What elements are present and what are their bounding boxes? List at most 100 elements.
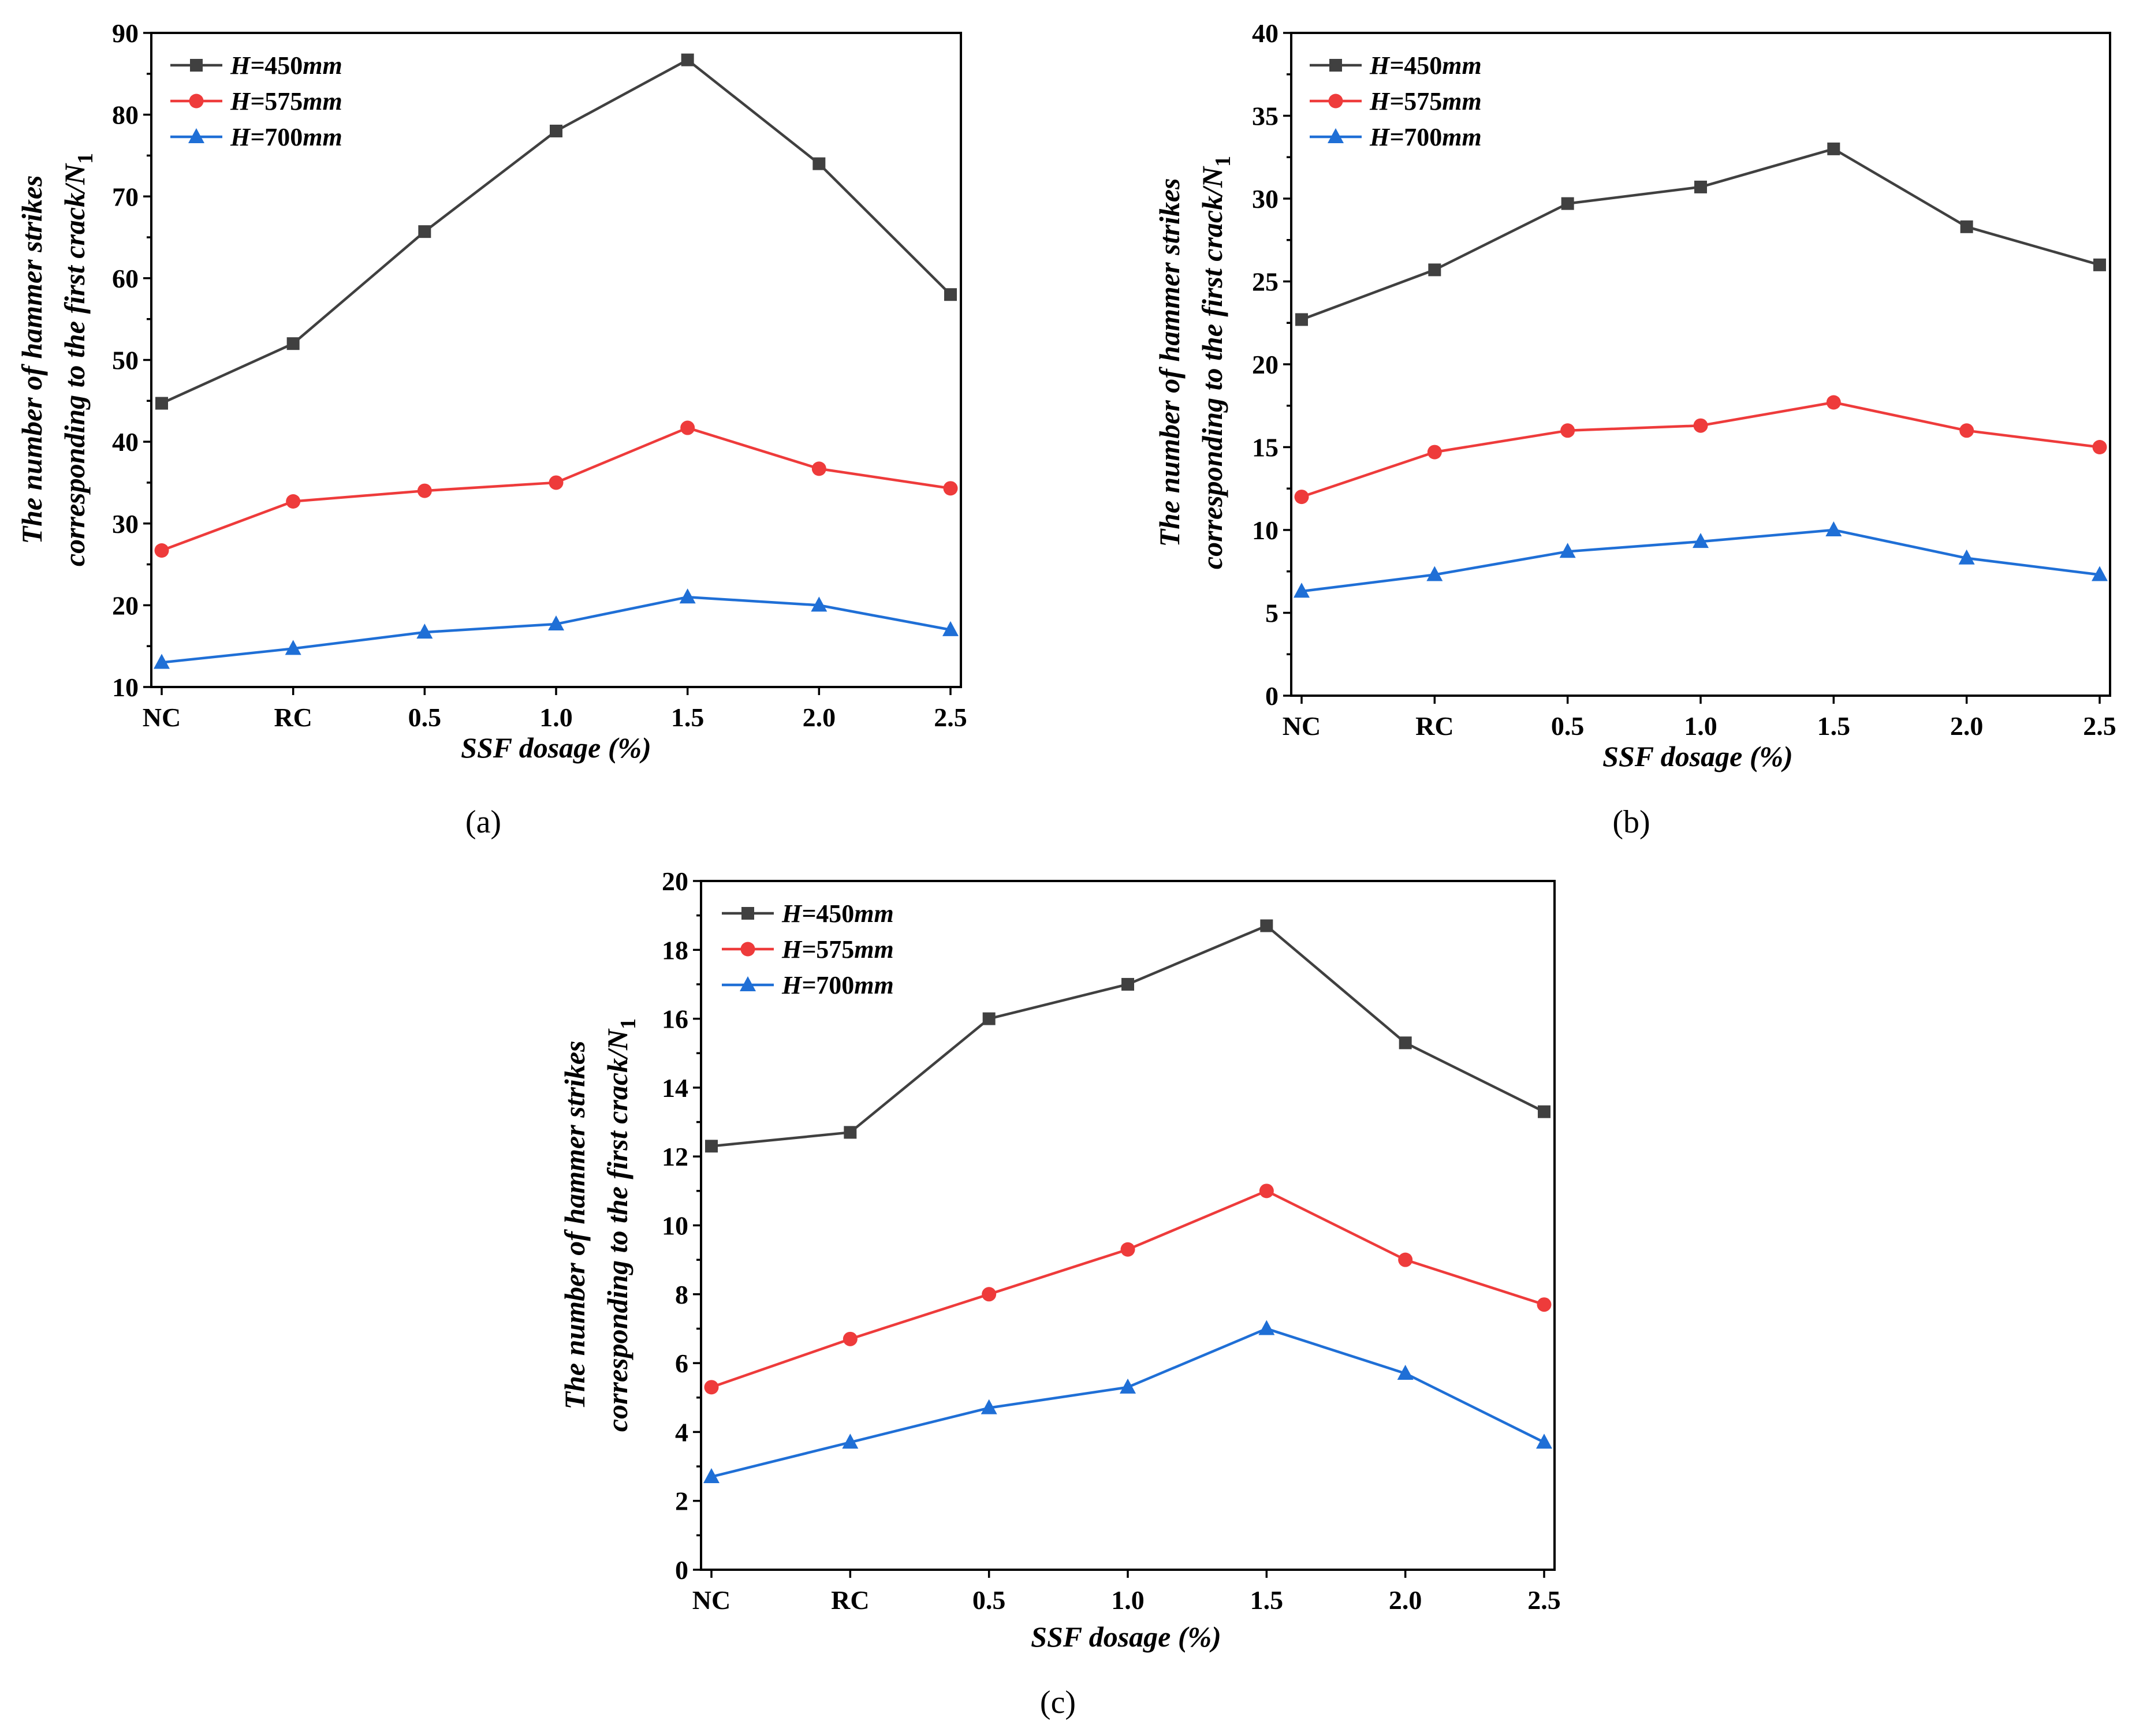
- legend-label: H=700mm: [230, 123, 342, 151]
- x-tick-label: NC: [692, 1585, 730, 1615]
- data-point-h-450mm: [705, 1140, 718, 1153]
- y-tick-label: 12: [662, 1142, 688, 1171]
- x-tick-label: 1.0: [1684, 711, 1717, 741]
- y-axis-title-line1: The number of hammer strikes: [1153, 178, 1186, 547]
- data-point-h-700mm: [1693, 533, 1709, 548]
- legend: H=450mm H=575mm H=700mm: [170, 51, 342, 151]
- data-point-h-575mm: [811, 461, 826, 476]
- chart-panel-c: 0 2 4 6 8 10 12 14 16 18 20 NC RC 0.5 1.0 1.5 2.0 2.5 H=…: [558, 867, 1561, 1720]
- data-point-h-450mm: [812, 157, 826, 170]
- y-tick-label: 20: [112, 591, 139, 620]
- data-point-h-700mm: [154, 654, 170, 669]
- y-axis-title: The number of hammer strikes correspondi…: [558, 1018, 640, 1432]
- y-axis-title-line1: The number of hammer strikes: [558, 1041, 591, 1410]
- data-point-h-700mm: [942, 621, 959, 636]
- y-axis-ticks: 0 5 10 15 20 25 30 35 40: [1252, 18, 1291, 711]
- data-point-h-700mm: [1958, 549, 1975, 565]
- y-tick-label: 8: [675, 1280, 688, 1309]
- data-point-h-575mm: [704, 1380, 719, 1395]
- y-tick-label: 2: [675, 1487, 688, 1516]
- legend-label: H=450mm: [1369, 51, 1482, 80]
- x-tick-label: 2.5: [934, 703, 967, 732]
- y-tick-label: 50: [112, 346, 139, 375]
- x-tick-label: 2.0: [1950, 711, 1984, 741]
- data-point-h-575mm: [1959, 423, 1974, 438]
- y-tick-label: 40: [1252, 18, 1279, 48]
- y-tick-label: 90: [112, 18, 139, 48]
- y-axis-title: The number of hammer strikes correspondi…: [16, 153, 98, 566]
- data-point-h-700mm: [811, 596, 828, 612]
- y-tick-label: 20: [662, 867, 688, 896]
- data-point-h-450mm: [1694, 180, 1707, 193]
- series-line-h-575mm: [1301, 401, 2100, 498]
- y-tick-label: 80: [112, 100, 139, 130]
- legend-item-h-700mm: H=700mm: [1310, 123, 1482, 151]
- legend-label: H=575mm: [1369, 87, 1482, 115]
- chart-panel-b: 0 5 10 15 20 25 30 35 40 NC RC 0.5 1.0 1.5 2.0 2.5 H=4…: [1153, 18, 2116, 840]
- legend-item-h-700mm: H=700mm: [170, 123, 342, 151]
- x-tick-label: 1.5: [1250, 1585, 1284, 1615]
- x-tick-label: 0.5: [408, 703, 442, 732]
- data-point-h-450mm: [155, 397, 168, 410]
- legend-label: H=575mm: [230, 87, 342, 115]
- legend: H=450mm H=575mm H=700mm: [1310, 51, 1482, 151]
- data-point-h-700mm: [1536, 1433, 1552, 1449]
- x-axis-title: SSF dosage (%): [1602, 740, 1793, 772]
- legend-item-h-700mm: H=700mm: [722, 971, 894, 999]
- data-point-h-575mm: [549, 475, 564, 490]
- y-tick-label: 30: [112, 509, 139, 539]
- x-tick-label: NC: [1283, 711, 1321, 741]
- x-axis-title: SSF dosage (%): [461, 731, 651, 764]
- data-point-h-575mm: [1120, 1242, 1135, 1257]
- data-point-h-450mm: [286, 337, 300, 350]
- y-tick-label: 10: [662, 1211, 688, 1241]
- data-point-h-450mm: [1561, 197, 1574, 210]
- data-point-h-700mm: [679, 588, 696, 604]
- x-tick-label: RC: [831, 1585, 869, 1615]
- y-tick-label: 15: [1252, 433, 1279, 462]
- y-axis-title-line1: The number of hammer strikes: [16, 176, 48, 544]
- data-point-h-575mm: [1427, 445, 1442, 460]
- y-axis-title-line2: corresponding to the first crack/N1: [601, 1018, 640, 1432]
- data-point-h-450mm: [1295, 313, 1308, 326]
- x-axis-ticks: NC RC 0.5 1.0 1.5 2.0 2.5: [143, 687, 967, 732]
- series-line-h-450mm: [1301, 147, 2100, 321]
- legend-item-h-575mm: H=575mm: [1310, 87, 1482, 115]
- data-point-h-450mm: [418, 225, 431, 238]
- legend-item-h-450mm: H=450mm: [1310, 51, 1482, 80]
- y-tick-label: 0: [675, 1555, 688, 1585]
- x-tick-label: 1.5: [1817, 711, 1851, 741]
- x-axis-ticks: NC RC 0.5 1.0 1.5 2.0 2.5: [1283, 696, 2116, 741]
- data-point-h-575mm: [680, 420, 695, 435]
- y-tick-label: 30: [1252, 184, 1279, 214]
- data-point-h-700mm: [1825, 521, 1842, 536]
- legend-marker: [1329, 59, 1342, 72]
- data-point-h-700mm: [548, 615, 564, 630]
- y-tick-label: 4: [675, 1417, 688, 1447]
- y-axis-ticks: 0 2 4 6 8 10 12 14 16 18 20: [662, 867, 701, 1585]
- data-point-h-700mm: [1559, 543, 1576, 558]
- y-tick-label: 6: [675, 1349, 688, 1378]
- data-point-h-450mm: [1399, 1036, 1412, 1050]
- y-tick-label: 16: [662, 1005, 688, 1034]
- x-tick-label: 2.0: [1389, 1585, 1422, 1615]
- legend-marker: [188, 128, 204, 143]
- legend-label: H=450mm: [781, 899, 894, 928]
- legend-item-h-575mm: H=575mm: [170, 87, 342, 115]
- data-point-h-575mm: [1398, 1252, 1413, 1267]
- legend-item-h-450mm: H=450mm: [170, 51, 342, 80]
- data-point-h-450mm: [2093, 258, 2106, 271]
- data-point-h-575mm: [943, 481, 958, 496]
- data-point-h-450mm: [944, 288, 957, 301]
- series-group: [703, 919, 1552, 1483]
- legend-marker: [190, 59, 203, 72]
- x-tick-label: 0.5: [972, 1585, 1006, 1615]
- data-point-h-700mm: [1258, 1320, 1275, 1335]
- data-point-h-700mm: [1120, 1378, 1136, 1394]
- data-point-h-575mm: [982, 1287, 997, 1302]
- data-point-h-450mm: [844, 1126, 857, 1139]
- x-tick-label: RC: [274, 703, 312, 732]
- legend-label: H=700mm: [781, 971, 894, 999]
- y-tick-label: 20: [1252, 350, 1279, 379]
